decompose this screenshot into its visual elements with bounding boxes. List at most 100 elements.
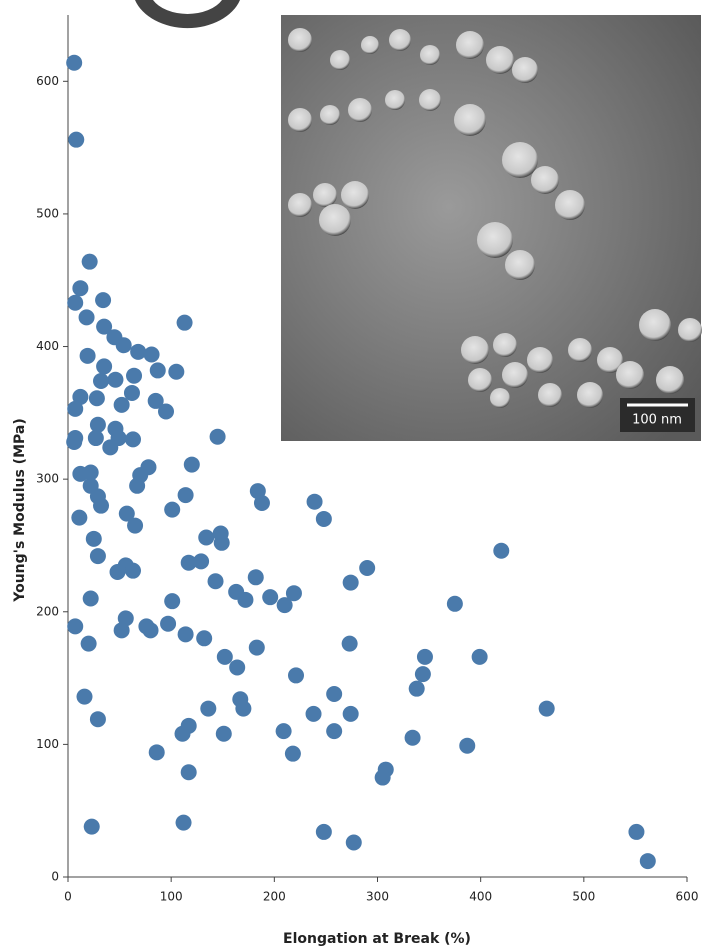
data-point xyxy=(67,294,84,311)
data-point xyxy=(67,618,84,635)
data-point xyxy=(89,711,106,728)
inset-particle xyxy=(361,36,379,54)
y-tick-label: 200 xyxy=(36,604,59,618)
data-point xyxy=(160,615,177,632)
data-point xyxy=(82,464,99,481)
data-point xyxy=(538,700,555,717)
data-point xyxy=(315,823,332,840)
data-point xyxy=(96,358,113,375)
data-point xyxy=(130,343,147,360)
y-tick-label: 300 xyxy=(36,472,59,486)
data-point xyxy=(276,597,293,614)
data-point xyxy=(493,542,510,559)
data-point xyxy=(207,573,224,590)
inset-particle xyxy=(330,50,350,70)
data-point xyxy=(87,430,104,447)
data-point xyxy=(471,648,488,665)
data-point xyxy=(88,390,105,407)
data-point xyxy=(127,517,144,534)
partial-letter xyxy=(135,0,240,29)
scale-bar-label: 100 nm xyxy=(632,413,682,428)
data-point xyxy=(147,392,164,409)
data-point xyxy=(408,680,425,697)
x-tick-label: 200 xyxy=(263,890,286,904)
data-point xyxy=(95,292,112,309)
data-point xyxy=(200,700,217,717)
data-point xyxy=(237,591,254,608)
data-point xyxy=(176,314,193,331)
data-point xyxy=(66,54,83,71)
data-point xyxy=(253,495,270,512)
data-point xyxy=(149,362,166,379)
data-point xyxy=(341,635,358,652)
data-point xyxy=(174,725,191,742)
x-tick-label: 500 xyxy=(572,890,595,904)
data-point xyxy=(123,384,140,401)
data-point xyxy=(177,626,194,643)
data-point xyxy=(67,400,84,417)
data-point xyxy=(175,814,192,831)
data-point xyxy=(459,737,476,754)
inset-particle xyxy=(313,183,337,207)
data-point xyxy=(315,510,332,527)
data-point xyxy=(180,764,197,781)
data-point xyxy=(342,705,359,722)
data-point xyxy=(81,253,98,270)
data-point xyxy=(118,505,135,522)
data-point xyxy=(102,439,119,456)
inset-particle xyxy=(512,57,538,83)
inset-particle xyxy=(493,333,517,357)
data-point xyxy=(72,280,89,297)
data-point xyxy=(180,554,197,571)
inset-particle xyxy=(461,336,489,364)
data-point xyxy=(177,487,194,504)
data-point xyxy=(215,725,232,742)
data-point xyxy=(235,700,252,717)
data-point xyxy=(326,723,343,740)
data-point xyxy=(76,688,93,705)
inset-particle xyxy=(288,108,312,132)
data-point xyxy=(275,723,292,740)
data-point xyxy=(342,574,359,591)
inset-particle xyxy=(490,388,510,408)
data-point xyxy=(196,630,213,647)
data-point xyxy=(213,534,230,551)
x-tick-label: 400 xyxy=(469,890,492,904)
inset-particle xyxy=(456,31,484,59)
inset-particle xyxy=(341,181,369,209)
data-point xyxy=(68,131,85,148)
inset-particle xyxy=(527,347,553,373)
inset-particle xyxy=(468,368,492,392)
inset-particle xyxy=(419,89,441,111)
data-point xyxy=(305,705,322,722)
data-point xyxy=(109,563,126,580)
inset-particle xyxy=(568,338,592,362)
data-point xyxy=(113,396,130,413)
inset-particle xyxy=(486,46,514,74)
data-point xyxy=(284,745,301,762)
inset-particle xyxy=(385,90,405,110)
data-point xyxy=(183,456,200,473)
data-point xyxy=(124,431,141,448)
data-point xyxy=(164,501,181,518)
y-tick-label: 100 xyxy=(36,737,59,751)
x-axis-label: Elongation at Break (%) xyxy=(283,931,471,947)
data-point xyxy=(446,595,463,612)
x-tick-label: 0 xyxy=(64,890,72,904)
data-point xyxy=(113,622,130,639)
inset-particle xyxy=(616,361,644,389)
data-point xyxy=(83,818,100,835)
inset-particle xyxy=(502,142,538,178)
y-tick-label: 600 xyxy=(36,74,59,88)
data-point xyxy=(126,367,143,384)
inset-particle xyxy=(577,382,603,408)
data-point xyxy=(287,667,304,684)
data-point xyxy=(107,371,124,388)
inset-particle xyxy=(678,318,702,342)
data-point xyxy=(79,347,96,364)
data-point xyxy=(209,428,226,445)
data-point xyxy=(78,309,95,326)
inset-particle xyxy=(538,383,562,407)
